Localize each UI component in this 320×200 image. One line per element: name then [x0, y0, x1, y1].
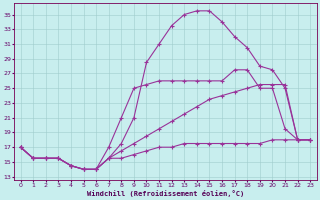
X-axis label: Windchill (Refroidissement éolien,°C): Windchill (Refroidissement éolien,°C) [87, 190, 244, 197]
